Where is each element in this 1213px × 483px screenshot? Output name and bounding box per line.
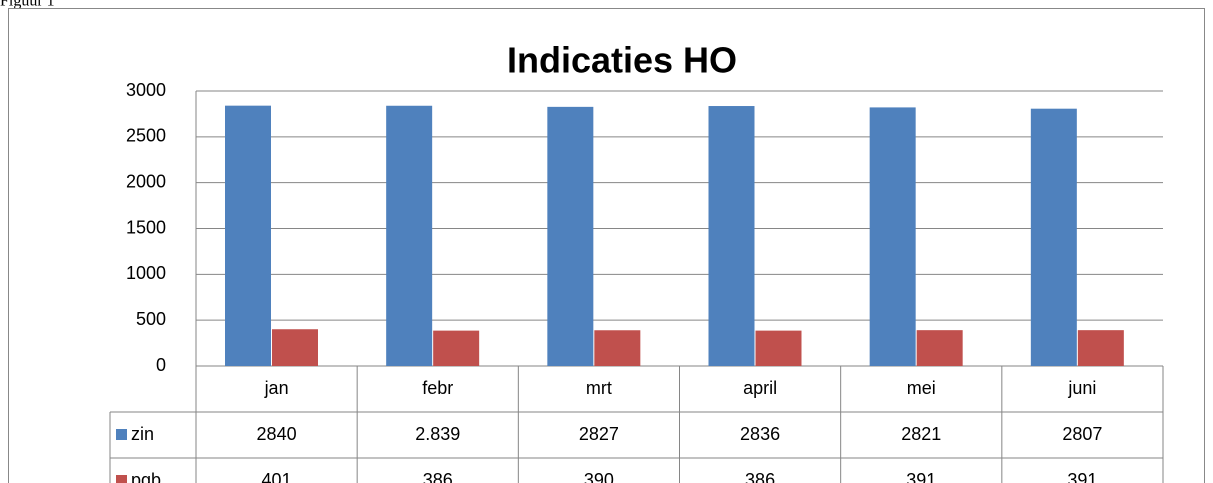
bar bbox=[386, 105, 433, 366]
data-label: 2.839 bbox=[415, 424, 460, 444]
data-label: 2840 bbox=[257, 424, 297, 444]
bar bbox=[708, 106, 755, 367]
data-label: 391 bbox=[906, 470, 936, 483]
bar bbox=[1077, 330, 1124, 366]
chart-border bbox=[8, 8, 1205, 483]
bar bbox=[869, 107, 916, 367]
legend-key bbox=[116, 475, 127, 483]
bar bbox=[225, 105, 271, 367]
caption: Figuur 1 bbox=[0, 0, 55, 10]
y-tick-label: 2500 bbox=[126, 126, 166, 146]
bar bbox=[272, 329, 318, 366]
y-tick-label: 500 bbox=[136, 309, 166, 329]
y-tick-label: 1500 bbox=[126, 217, 166, 237]
bar bbox=[1030, 108, 1077, 367]
data-label: 2821 bbox=[901, 424, 941, 444]
data-label: 386 bbox=[745, 470, 775, 483]
x-tick-label: jan bbox=[264, 378, 289, 398]
x-tick-label: mrt bbox=[586, 378, 612, 398]
x-tick-label: febr bbox=[422, 378, 453, 398]
chart-title: Indicaties HO bbox=[507, 40, 737, 81]
x-tick-label: mei bbox=[907, 378, 936, 398]
bar bbox=[547, 106, 594, 366]
x-tick-label: juni bbox=[1067, 378, 1096, 398]
bar bbox=[755, 330, 802, 366]
legend-label: zin bbox=[131, 424, 154, 444]
bar bbox=[594, 330, 641, 366]
data-label: 2836 bbox=[740, 424, 780, 444]
data-label: 390 bbox=[584, 470, 614, 483]
bar bbox=[916, 330, 963, 366]
data-label: 2827 bbox=[579, 424, 619, 444]
legend-key bbox=[116, 429, 127, 440]
bar bbox=[433, 330, 480, 366]
y-tick-label: 1000 bbox=[126, 263, 166, 283]
y-tick-label: 3000 bbox=[126, 80, 166, 100]
x-tick-label: april bbox=[743, 378, 777, 398]
data-label: 401 bbox=[262, 470, 292, 483]
legend-label: pgb bbox=[131, 470, 161, 483]
data-label: 391 bbox=[1067, 470, 1097, 483]
data-label: 2807 bbox=[1062, 424, 1102, 444]
y-tick-label: 0 bbox=[156, 355, 166, 375]
data-label: 386 bbox=[423, 470, 453, 483]
y-tick-label: 2000 bbox=[126, 171, 166, 191]
